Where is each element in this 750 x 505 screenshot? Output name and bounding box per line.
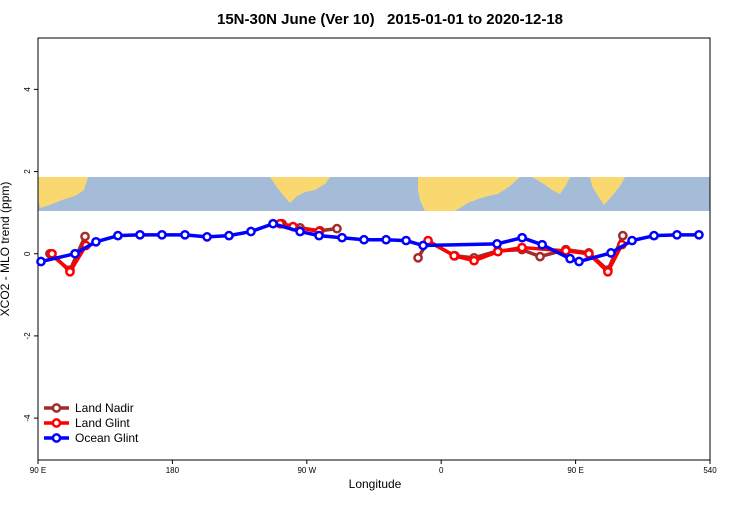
data-point — [517, 242, 527, 253]
data-point — [617, 230, 628, 241]
data-point — [180, 229, 190, 240]
data-point — [332, 223, 342, 234]
data-point — [314, 230, 324, 241]
data-point — [449, 250, 459, 261]
data-point — [493, 246, 503, 257]
data-point — [649, 230, 659, 241]
data-point — [359, 234, 369, 245]
x-tick-label: 90 W — [297, 466, 316, 475]
data-point — [202, 232, 212, 242]
y-tick-label: 2 — [23, 169, 32, 174]
x-tick-label: 90 E — [30, 466, 46, 475]
y-axis-label: XCO2 - MLO trend (ppm) — [0, 182, 12, 317]
y-tick-label: -4 — [23, 414, 32, 422]
plot-frame — [37, 37, 711, 461]
data-point — [80, 231, 90, 242]
y-tick-label: 0 — [23, 251, 32, 256]
legend-label: Land Nadir — [75, 401, 134, 415]
series-line — [40, 221, 699, 264]
x-tick-label: 90 E — [567, 466, 583, 475]
data-point — [606, 248, 616, 258]
data-point — [535, 251, 545, 262]
data-point — [36, 256, 46, 267]
data-point — [91, 236, 101, 247]
data-point — [672, 229, 682, 240]
data-point — [574, 256, 584, 267]
data-point — [469, 255, 479, 266]
legend-marker — [51, 433, 62, 443]
legend-marker — [51, 403, 62, 413]
data-point — [561, 245, 571, 256]
data-point — [70, 248, 80, 259]
data-point — [603, 266, 613, 277]
data-point — [537, 239, 547, 250]
data-point — [492, 239, 502, 249]
x-tick-label: 180 — [166, 466, 180, 475]
data-point — [157, 229, 167, 240]
data-point — [627, 235, 637, 246]
data-point — [135, 229, 145, 240]
map-band — [38, 177, 710, 211]
data-point — [418, 240, 428, 251]
data-point — [246, 226, 256, 237]
legend-marker — [51, 418, 62, 428]
y-tick-label: -2 — [23, 332, 32, 340]
legend-label: Land Glint — [75, 416, 130, 430]
data-point — [413, 252, 423, 263]
data-point — [584, 248, 594, 259]
data-point — [401, 235, 411, 246]
data-point — [337, 232, 347, 243]
data-point — [47, 248, 57, 259]
data-point — [565, 253, 575, 264]
data-point — [65, 266, 75, 277]
data-point — [113, 230, 123, 241]
data-point — [694, 229, 704, 240]
x-axis-label: Longitude — [349, 477, 402, 491]
chart-title: 15N-30N June (Ver 10) 2015-01-01 to 2020… — [217, 11, 563, 28]
x-tick-label: 540 — [703, 466, 717, 475]
data-point — [517, 232, 527, 243]
legend-label: Ocean Glint — [75, 431, 139, 445]
y-tick-label: 4 — [23, 87, 32, 92]
x-tick-label: 0 — [439, 466, 444, 475]
data-point — [224, 230, 234, 241]
data-point — [381, 234, 391, 245]
data-point — [268, 218, 278, 229]
data-point — [295, 226, 305, 237]
